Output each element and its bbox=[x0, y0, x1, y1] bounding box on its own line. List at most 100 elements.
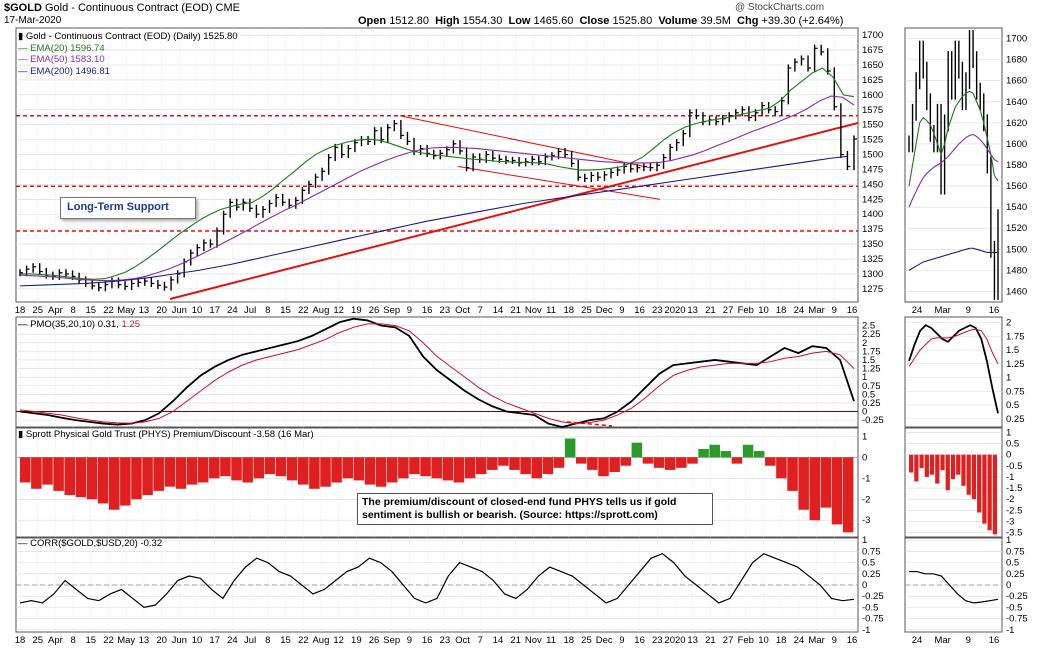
x-tick-label: Oct bbox=[455, 305, 470, 316]
y-tick-label: 1475 bbox=[862, 164, 883, 175]
legend-ema200: — EMA(200) 1496.81 bbox=[18, 65, 110, 77]
x-tick-label-bottom: 18 bbox=[563, 635, 574, 646]
y-tick-label: -1 bbox=[862, 625, 870, 636]
phys-bar bbox=[531, 457, 543, 479]
corr-line bbox=[19, 552, 855, 609]
x-tick-label: 16 bbox=[847, 305, 858, 316]
stockcharts-watermark: @ StockCharts.com bbox=[735, 2, 825, 13]
x-tick-label-bottom: 16 bbox=[422, 635, 433, 646]
x-tick-label-bottom: 23 bbox=[440, 635, 451, 646]
phys-bar bbox=[253, 457, 265, 479]
x-tick-label: Sep bbox=[383, 305, 400, 316]
side-pmo-signal-line bbox=[908, 328, 999, 367]
y-tick-label: 1375 bbox=[862, 224, 883, 235]
x-tick-label: 27 bbox=[723, 305, 734, 316]
legend-ema50-text: EMA(50) 1583.10 bbox=[30, 54, 105, 65]
x-tick-label-side-bottom: Mar bbox=[934, 635, 950, 646]
side-pmo-line bbox=[908, 324, 999, 414]
volume-value: 39.5M bbox=[700, 15, 731, 27]
y-tick-label-side: 1560 bbox=[1006, 181, 1027, 192]
side-corr-line bbox=[909, 570, 999, 604]
x-tick-label-bottom: 26 bbox=[369, 635, 380, 646]
y-tick-label-side: 0.5 bbox=[1006, 400, 1019, 411]
x-tick-label: 11 bbox=[546, 305, 556, 316]
y-tick-label: 0.5 bbox=[862, 389, 875, 400]
x-tick-label: 19 bbox=[351, 305, 362, 316]
x-tick-label: 16 bbox=[422, 305, 433, 316]
y-tick-label: 1300 bbox=[862, 269, 883, 280]
phys-bar bbox=[409, 457, 420, 475]
side-phys-bar bbox=[914, 454, 919, 482]
y-tick-label: 1275 bbox=[862, 284, 883, 295]
side-phys-bar bbox=[987, 454, 992, 531]
x-tick-label-bottom: Dec bbox=[596, 635, 613, 646]
phys-bar bbox=[86, 457, 98, 500]
y-tick-label-side: 0 bbox=[1006, 580, 1011, 591]
y-tick-label-side: 0.75 bbox=[1006, 546, 1025, 557]
side-phys-bar bbox=[992, 454, 997, 535]
pmo-signal-value: 1.25 bbox=[121, 319, 141, 330]
phys-bar bbox=[676, 457, 687, 468]
y-tick-label-side: -1 bbox=[1006, 472, 1014, 483]
phys-bar bbox=[720, 451, 732, 458]
ema-line-1 bbox=[20, 67, 855, 280]
price-bars bbox=[19, 44, 857, 292]
phys-bar bbox=[153, 457, 164, 491]
phys-bar bbox=[364, 457, 376, 485]
side-phys-bar bbox=[940, 454, 945, 471]
x-tick-label-bottom: Jul bbox=[244, 635, 256, 646]
y-tick-label-side: -1.5 bbox=[1006, 483, 1022, 494]
phys-legend-text: Sprott Physical Gold Trust (PHYS) Premiu… bbox=[25, 429, 314, 440]
legend-price-text: Gold - Continuous Contract (EOD) (Daily)… bbox=[25, 31, 238, 42]
x-tick-label-bottom: 24 bbox=[227, 635, 238, 646]
y-tick-label-side: 0.5 bbox=[1006, 439, 1019, 450]
x-tick-label-bottom: 19 bbox=[351, 635, 362, 646]
y-tick-label: 1500 bbox=[862, 150, 883, 161]
phys-bar bbox=[64, 457, 75, 496]
phys-note: The premium/discount of closed-end fund … bbox=[357, 493, 713, 525]
y-tick-label: 1675 bbox=[862, 45, 883, 56]
x-tick-label: 8 bbox=[265, 305, 270, 316]
phys-bar bbox=[520, 457, 531, 475]
phys-bar bbox=[186, 457, 198, 485]
phys-bar bbox=[609, 457, 620, 473]
x-tick-label-bottom: Oct bbox=[455, 635, 470, 646]
pmo-legend: — PMO(35,20,10) 0.31, 1.25 bbox=[18, 319, 141, 330]
y-tick-label: 1 bbox=[862, 431, 867, 442]
y-tick-label: 1650 bbox=[862, 60, 883, 71]
x-tick-label-bottom: 10 bbox=[192, 635, 203, 646]
phys-bar bbox=[197, 457, 209, 483]
side-phys-bar bbox=[982, 454, 987, 524]
y-tick-label-side: -0.75 bbox=[1006, 614, 1028, 625]
side-phys-bar bbox=[924, 454, 929, 477]
corr-legend: — CORR($GOLD,$USD,20) -0.32 bbox=[18, 538, 163, 549]
y-tick-label-side: 1480 bbox=[1006, 265, 1027, 276]
x-tick-label-bottom: Jun bbox=[172, 635, 187, 646]
legend-ema20: — EMA(20) 1596.74 bbox=[18, 42, 105, 54]
phys-bar bbox=[464, 457, 476, 479]
y-tick-label-side: -2 bbox=[1006, 494, 1014, 505]
phys-bar bbox=[264, 457, 276, 475]
y-tick-label: -0.25 bbox=[862, 415, 884, 426]
x-tick-label: 25 bbox=[581, 305, 592, 316]
side-phys-bar bbox=[909, 454, 914, 473]
phys-bar bbox=[286, 457, 298, 481]
x-tick-label: Dec bbox=[596, 305, 613, 316]
y-tick-label: 1.75 bbox=[862, 346, 881, 357]
panel-0-frame bbox=[15, 27, 859, 303]
y-tick-label-side: 0.75 bbox=[1006, 386, 1025, 397]
legend-price: ▮ Gold - Continuous Contract (EOD) (Dail… bbox=[18, 31, 238, 42]
close-label: Close bbox=[579, 15, 610, 27]
y-tick-label: 1 bbox=[862, 535, 867, 546]
y-tick-label: 1325 bbox=[862, 254, 883, 265]
phys-bar bbox=[809, 457, 821, 521]
phys-bar bbox=[587, 457, 598, 470]
y-tick-label: 0 bbox=[862, 407, 867, 418]
side-phys-bar bbox=[961, 454, 966, 486]
x-tick-label: 18 bbox=[15, 305, 26, 316]
y-tick-label-side: 1.5 bbox=[1006, 345, 1019, 356]
phys-bar bbox=[487, 457, 498, 470]
x-tick-label: 17 bbox=[209, 305, 220, 316]
x-tick-label: 9 bbox=[619, 305, 624, 316]
